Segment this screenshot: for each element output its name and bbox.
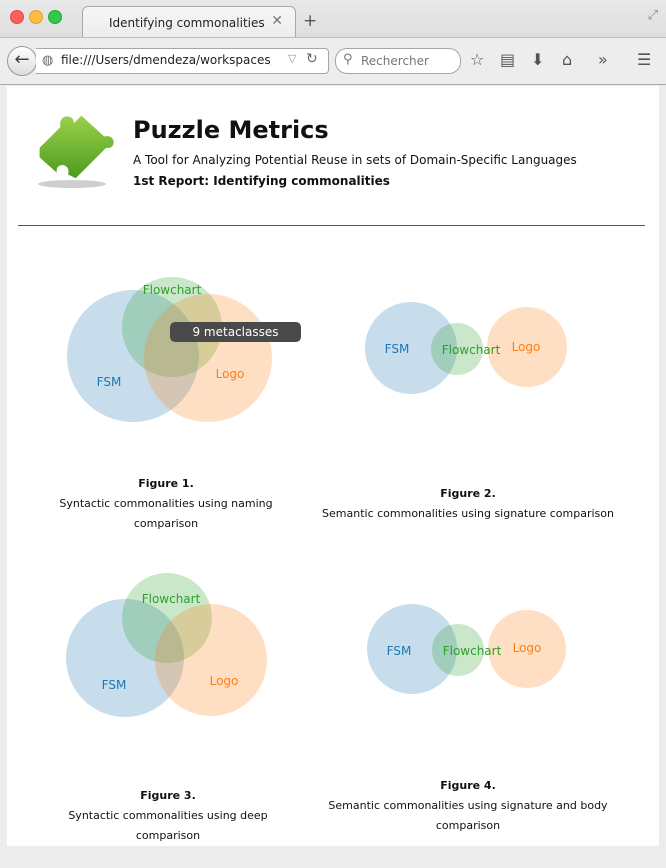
puzzle-logo-icon: [38, 115, 114, 188]
flowchart-label: Flowchart: [442, 343, 501, 357]
fsm-label: FSM: [102, 678, 127, 692]
venn-figure-2: FSM Flowchart Logo: [365, 302, 567, 394]
browser-tab[interactable]: Identifying commonalities ✕: [82, 6, 296, 37]
fsm-label: FSM: [385, 342, 410, 356]
figure-4-text: Semantic commonalities using signature a…: [328, 799, 608, 832]
logo-label: Logo: [512, 340, 541, 354]
figure-4-label: Figure 4.: [440, 779, 496, 792]
logo-circle[interactable]: [155, 604, 267, 716]
logo-label: Logo: [216, 367, 245, 381]
reading-list-icon[interactable]: ▤: [500, 50, 516, 69]
logo-circle[interactable]: [144, 294, 272, 422]
bookmark-star-icon[interactable]: ☆: [470, 50, 485, 69]
venn-figure-1: FSM Flowchart Logo: [67, 277, 272, 422]
figure-3-caption: Figure 3. Syntactic commonalities using …: [35, 786, 301, 846]
back-button[interactable]: ←: [7, 46, 37, 76]
reload-icon[interactable]: ↻: [306, 51, 318, 67]
new-tab-button[interactable]: +: [303, 11, 318, 31]
figure-4-caption: Figure 4. Semantic commonalities using s…: [325, 776, 611, 836]
flowchart-circle[interactable]: [431, 323, 483, 375]
logo-circle[interactable]: [488, 610, 566, 688]
fsm-label: FSM: [97, 375, 122, 389]
figure-3-text: Syntactic commonalities using deep compa…: [68, 809, 268, 842]
intersection-tooltip: 9 metaclasses: [170, 322, 301, 342]
page-subtitle: A Tool for Analyzing Potential Reuse in …: [133, 153, 577, 167]
search-input[interactable]: Rechercher: [361, 54, 429, 68]
search-box[interactable]: ⚲ Rechercher: [335, 48, 461, 74]
figure-2-label: Figure 2.: [440, 487, 496, 500]
minimize-window-button[interactable]: [29, 10, 43, 24]
flowchart-circle[interactable]: [122, 573, 212, 663]
flowchart-label: Flowchart: [142, 592, 201, 606]
logo-label: Logo: [210, 674, 239, 688]
close-tab-icon[interactable]: ✕: [271, 13, 283, 29]
figure-1-text: Syntactic commonalities using naming com…: [59, 497, 273, 530]
overflow-icon[interactable]: »: [598, 50, 608, 69]
fsm-circle[interactable]: [66, 599, 184, 717]
flowchart-label: Flowchart: [443, 644, 502, 658]
venn-figure-3: FSM Flowchart Logo: [66, 573, 267, 717]
flowchart-circle[interactable]: [432, 624, 484, 676]
fsm-circle[interactable]: [367, 604, 457, 694]
browser-chrome: Identifying commonalities ✕ + ⤢ ← ◍ file…: [0, 0, 666, 85]
page-content: Puzzle Metrics A Tool for Analyzing Pote…: [7, 86, 659, 846]
menu-icon[interactable]: ☰: [637, 50, 652, 69]
logo-label: Logo: [513, 641, 542, 655]
figure-3-label: Figure 3.: [140, 789, 196, 802]
fullscreen-icon[interactable]: ⤢: [647, 8, 658, 23]
url-bar[interactable]: ◍ file:///Users/dmendeza/workspaces/p ▽ …: [36, 48, 329, 74]
fsm-label: FSM: [387, 644, 412, 658]
report-title: 1st Report: Identifying commonalities: [133, 174, 390, 188]
url-dropdown-icon[interactable]: ▽: [288, 52, 297, 65]
url-input[interactable]: file:///Users/dmendeza/workspaces/p: [61, 53, 271, 67]
download-icon[interactable]: ⬇: [531, 50, 545, 69]
divider: [18, 225, 645, 226]
tab-title: Identifying commonalities: [109, 16, 265, 30]
fsm-circle[interactable]: [365, 302, 457, 394]
home-icon[interactable]: ⌂: [562, 50, 573, 69]
search-icon: ⚲: [343, 52, 353, 67]
close-window-button[interactable]: [10, 10, 24, 24]
globe-icon: ◍: [42, 53, 54, 68]
page-title: Puzzle Metrics: [133, 116, 329, 144]
navigation-toolbar: ← ◍ file:///Users/dmendeza/workspaces/p …: [0, 37, 666, 84]
venn-figure-4: FSM Flowchart Logo: [367, 604, 566, 694]
figure-1-caption: Figure 1. Syntactic commonalities using …: [55, 474, 277, 534]
flowchart-label: Flowchart: [143, 283, 202, 297]
logo-circle[interactable]: [487, 307, 567, 387]
zoom-window-button[interactable]: [48, 10, 62, 24]
figure-2-text: Semantic commonalities using signature c…: [322, 507, 614, 520]
figure-1-label: Figure 1.: [138, 477, 194, 490]
fsm-circle[interactable]: [67, 290, 199, 422]
figure-2-caption: Figure 2. Semantic commonalities using s…: [315, 484, 621, 524]
